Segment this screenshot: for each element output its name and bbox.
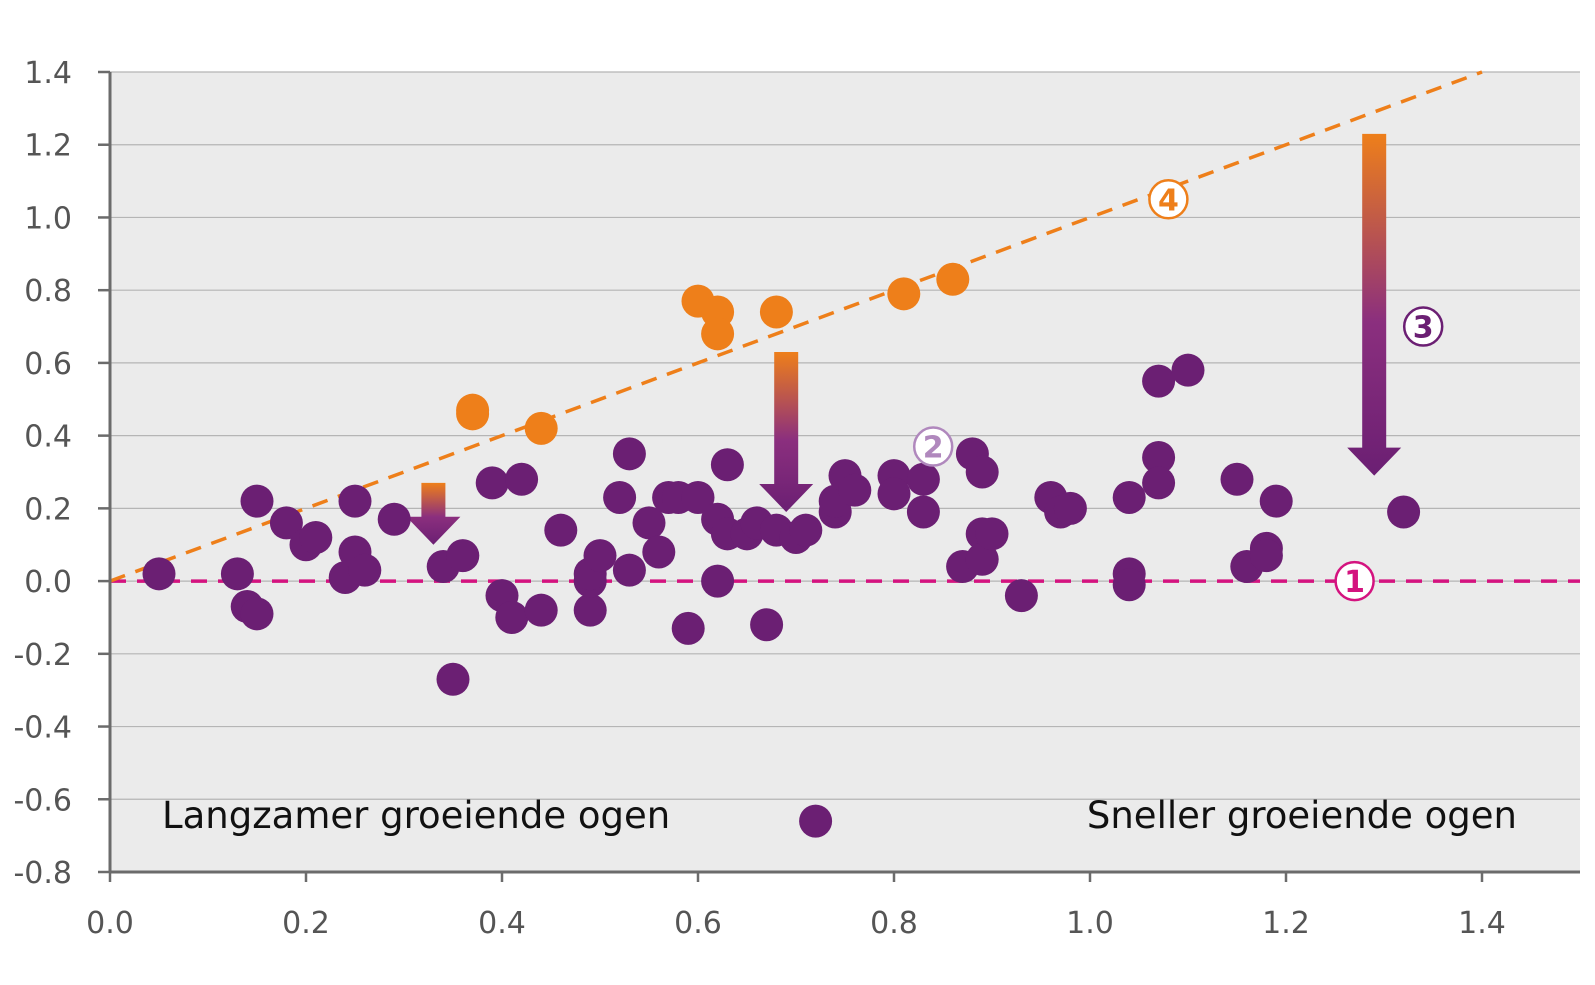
purple-point	[1004, 579, 1038, 613]
marker-circle	[912, 426, 954, 467]
purple-point	[1220, 462, 1254, 496]
marker-number: 1	[1344, 565, 1365, 600]
purple-point	[1142, 466, 1176, 500]
purple-point	[269, 506, 303, 540]
purple-point	[906, 462, 940, 496]
marker-number: 3	[1413, 311, 1434, 346]
y-tick-label: -0.8	[13, 856, 72, 891]
orange-point	[887, 277, 921, 311]
purple-point	[1142, 364, 1176, 398]
x-tick-label: 0.8	[870, 906, 918, 941]
arrow-down	[406, 482, 461, 545]
y-tick-label: 0.4	[24, 420, 72, 455]
marker-circle	[1402, 306, 1444, 347]
purple-point	[877, 477, 911, 511]
purple-point	[220, 557, 254, 591]
purple-point	[632, 506, 666, 540]
x-tick-label: 1.4	[1458, 906, 1506, 941]
purple-point	[642, 535, 676, 569]
purple-point	[524, 593, 558, 627]
points-layer	[142, 262, 1421, 838]
marker-number: 4	[1158, 183, 1179, 218]
purple-point	[505, 462, 539, 496]
purple-point	[603, 480, 637, 514]
purple-point	[906, 495, 940, 529]
purple-point	[446, 539, 480, 573]
purple-point	[710, 448, 744, 482]
y-tick-label: -0.2	[13, 638, 72, 673]
orange-point	[456, 397, 490, 431]
y-tick-label: 0.6	[24, 347, 72, 382]
purple-point	[750, 608, 784, 642]
y-tick-label: 1.0	[24, 201, 72, 236]
purple-point	[299, 520, 333, 554]
x-tick-label: 1.0	[1066, 906, 1114, 941]
identity-line	[109, 70, 1483, 583]
purple-point	[240, 484, 274, 518]
left-region-label: Langzamer groeiende ogen	[162, 794, 670, 837]
y-tick-label: -0.6	[13, 783, 72, 818]
orange-point	[524, 411, 558, 445]
purple-point	[1387, 495, 1421, 529]
purple-point	[338, 484, 372, 518]
x-tick-label: 0.6	[674, 906, 722, 941]
purple-point	[1112, 568, 1146, 602]
purple-point	[965, 542, 999, 576]
purple-point	[377, 502, 411, 536]
purple-point	[583, 539, 617, 573]
y-tick-label: 0.2	[24, 492, 72, 527]
purple-point	[1053, 491, 1087, 525]
marker-circle	[1334, 560, 1375, 602]
purple-point	[612, 553, 646, 587]
y-tick-label: 0.8	[24, 274, 72, 309]
arrow-down	[1347, 133, 1402, 476]
marker-number: 2	[923, 431, 944, 466]
purple-point	[573, 593, 607, 627]
purple-point	[475, 466, 509, 500]
arrow-down	[759, 352, 814, 512]
purple-point	[838, 473, 872, 507]
purple-point	[789, 513, 823, 547]
y-tick-label: 1.2	[24, 129, 72, 164]
purple-point	[975, 517, 1009, 551]
purple-point	[142, 557, 176, 591]
purple-point	[965, 455, 999, 489]
purple-point	[495, 600, 529, 634]
purple-point	[681, 480, 715, 514]
purple-point	[544, 513, 578, 547]
y-tick-label: 0.0	[24, 565, 72, 600]
orange-point	[759, 295, 793, 329]
marker-circle	[1148, 179, 1189, 220]
purple-point	[348, 553, 382, 587]
purple-point	[799, 804, 833, 838]
purple-point	[701, 564, 735, 598]
purple-point	[1142, 440, 1176, 474]
x-tick-label: 0.4	[478, 906, 526, 941]
purple-point	[671, 611, 705, 645]
orange-point	[936, 262, 970, 296]
x-tick-label: 0.2	[282, 906, 330, 941]
x-tick-label: 1.2	[1262, 906, 1310, 941]
y-tick-label: -0.4	[13, 711, 72, 746]
purple-point	[1171, 353, 1205, 387]
purple-point	[1259, 484, 1293, 518]
purple-point	[1112, 480, 1146, 514]
orange-point	[701, 317, 735, 351]
purple-point	[240, 597, 274, 631]
arrows-layer	[406, 133, 1402, 545]
markers-layer: 1 2 3 4	[912, 179, 1444, 602]
x-tick-label: 0.0	[86, 906, 134, 941]
y-tick-label: 1.4	[24, 56, 72, 91]
purple-point	[1249, 539, 1283, 573]
axes-layer: 1.4 1.2 1.0 0.8 0.6 0.4 0.2 0.0 -0.2 -0.4 -0.6 -0.8…	[13, 56, 1580, 941]
purple-point	[612, 437, 646, 471]
purple-point	[436, 662, 470, 696]
right-region-label: Sneller groeiende ogen	[1087, 794, 1517, 837]
